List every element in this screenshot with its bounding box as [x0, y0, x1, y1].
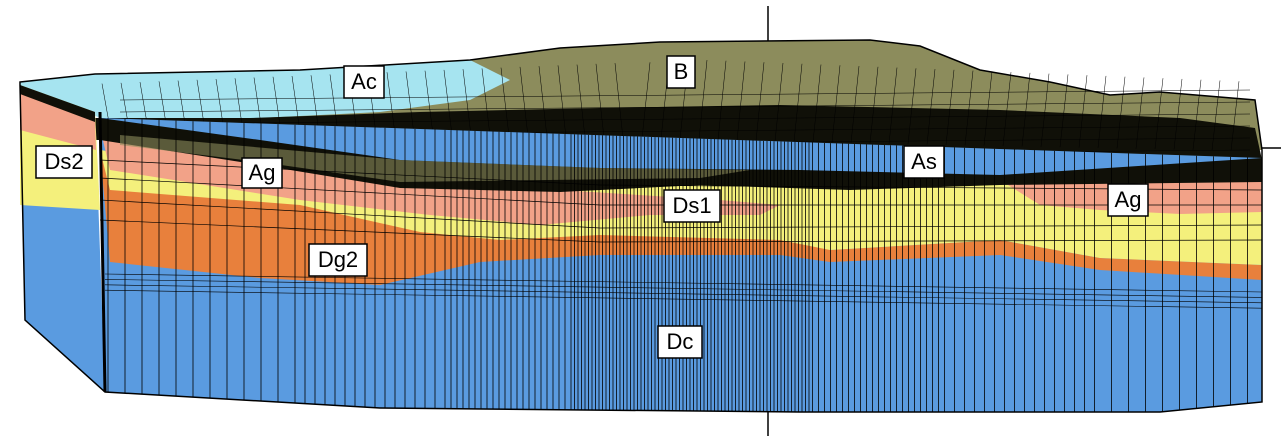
mesh-top-line — [595, 63, 605, 139]
mesh-strata-line — [599, 184, 1263, 191]
mesh-top-line — [405, 71, 415, 135]
mesh-top-line — [1154, 78, 1164, 150]
mesh-top-line — [793, 63, 803, 142]
front-left-edge — [98, 111, 107, 393]
mesh-top-line — [698, 60, 708, 141]
layer-B-front-strip — [120, 135, 750, 182]
mesh-top-line — [329, 74, 339, 133]
mesh-top-line — [614, 63, 624, 139]
mesh-top-line — [1002, 72, 1012, 147]
layer-Ag-front — [100, 128, 780, 225]
mesh-top-line — [1097, 75, 1107, 148]
label-Ag-right: Ag — [1107, 183, 1149, 217]
mesh-top-line — [424, 70, 434, 135]
label-B: B — [666, 55, 696, 89]
mesh-horizontal-line — [104, 289, 1263, 309]
mesh-top-line — [310, 75, 320, 133]
mesh-top-line — [119, 89, 1251, 101]
label-Ag-left-text: Ag — [249, 160, 276, 185]
mesh-top-line — [1116, 76, 1126, 149]
label-Ag-right-text: Ag — [1115, 187, 1142, 212]
mesh-top-line — [1192, 79, 1202, 150]
mesh-strata-line — [599, 239, 1263, 243]
mesh-horizontal-line — [104, 284, 1263, 304]
label-Dg2-text: Dg2 — [318, 247, 358, 272]
mesh-top-line — [1211, 80, 1221, 151]
mesh-top-line — [557, 65, 567, 138]
front-face-grid — [99, 118, 1263, 412]
mesh-top-line — [926, 69, 936, 145]
mesh-strata-line — [99, 199, 601, 229]
mesh-strata-line — [99, 177, 601, 206]
label-Ds2-text: Ds2 — [44, 149, 83, 174]
mesh-horizontal-line — [104, 273, 1263, 293]
label-Ds1: Ds1 — [663, 189, 721, 223]
mesh-top-line — [253, 77, 263, 132]
label-B-text: B — [674, 59, 689, 84]
mesh-top-line — [443, 69, 453, 136]
label-Dg2: Dg2 — [308, 243, 368, 277]
mesh-top-line — [641, 62, 651, 139]
mesh-strata-line — [99, 159, 601, 186]
model-outline — [19, 39, 1263, 413]
mesh-top-line — [119, 113, 1251, 125]
layer-Dg2-front — [100, 150, 1262, 285]
left-side-top — [20, 85, 95, 122]
mesh-top-line — [736, 61, 746, 141]
mesh-top-line — [755, 62, 765, 142]
label-As-text: As — [911, 149, 937, 174]
mesh-horizontal-line — [104, 279, 1263, 298]
mesh-top-line — [500, 67, 510, 137]
label-Ac: Ac — [343, 65, 385, 99]
mesh-top-line — [462, 69, 472, 136]
mesh-top-line — [481, 68, 491, 136]
mesh-top-line — [1135, 77, 1145, 149]
label-Ag-left: Ag — [241, 157, 283, 189]
label-Ac-text: Ac — [351, 69, 377, 94]
mesh-top-line — [215, 79, 225, 131]
mesh-top-line — [576, 64, 586, 138]
mesh-top-line — [983, 71, 993, 146]
mesh-top-line — [1059, 74, 1069, 148]
mesh-top-line — [945, 69, 955, 145]
label-Ds2: Ds2 — [35, 145, 93, 179]
mesh-top-line — [119, 101, 1251, 113]
mesh-top-line — [1078, 75, 1088, 148]
mesh-top-line — [717, 60, 727, 141]
mesh-top-line — [850, 66, 860, 144]
mesh-top-line — [1230, 81, 1240, 151]
mesh-top-line — [888, 67, 898, 144]
mesh-top-line — [519, 66, 529, 137]
mesh-top-line — [1040, 73, 1050, 147]
mesh-top-line — [234, 78, 244, 131]
left-side-Ag — [20, 90, 96, 150]
mesh-strata-line — [99, 219, 601, 243]
label-Dc: Dc — [657, 325, 703, 359]
mesh-top-line — [1021, 72, 1031, 147]
mesh-top-line — [386, 72, 396, 134]
label-Dc-text: Dc — [667, 329, 694, 354]
label-As: As — [903, 145, 945, 179]
mesh-strata-line — [599, 224, 1263, 229]
mesh-top-line — [538, 66, 548, 137]
layer-labels: Ac B Ds2 Ag As Ds1 Ag Dg2 — [35, 55, 1149, 359]
mesh-top-line — [812, 64, 822, 143]
mesh-top-line — [907, 68, 917, 145]
mesh-top-line — [774, 62, 784, 142]
mesh-top-line — [964, 70, 974, 146]
label-Ds1-text: Ds1 — [672, 193, 711, 218]
